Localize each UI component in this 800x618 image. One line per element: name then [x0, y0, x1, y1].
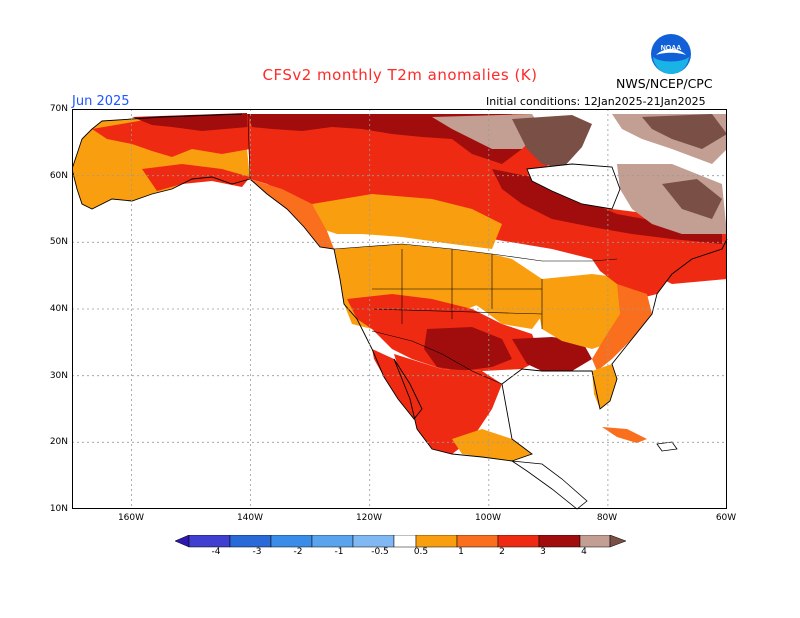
colorbar-segment [415, 535, 458, 548]
colorbar-label: -0.5 [371, 547, 389, 557]
usa-southeast-strong [512, 337, 592, 371]
colorbar-segment [352, 535, 395, 548]
initial-conditions: Initial conditions: 12Jan2025-21Jan2025 [486, 95, 706, 108]
noaa-logo: NOAA [651, 34, 691, 74]
colorbar-segment [270, 535, 313, 548]
agency-label: NWS/NCEP/CPC [616, 76, 713, 91]
colorbar-label: -3 [252, 547, 262, 557]
colorbar-segment [456, 535, 499, 548]
chart-title: CFSv2 monthly T2m anomalies (K) [262, 66, 538, 84]
logo-text: NOAA [661, 45, 682, 52]
colorbar-segment [538, 535, 581, 548]
colorbar-segment [229, 535, 272, 548]
logo-gull-band [653, 57, 689, 74]
lon-label-80w: 80W [596, 513, 618, 523]
colorbar-segment-neutral [393, 535, 417, 548]
colorbar-label: -1 [334, 547, 344, 557]
usa-atlantic-coast [592, 284, 652, 371]
baja-california [372, 349, 422, 419]
mexico-mainland [394, 354, 502, 454]
logo-gull [656, 49, 686, 55]
lon-label-140w: 140W [236, 513, 264, 523]
anomaly-map [72, 109, 728, 510]
usa-plains [452, 254, 547, 329]
colorbar-label: -4 [211, 547, 221, 557]
lon-label-60w: 60W [715, 513, 737, 523]
canada-plains [312, 194, 502, 249]
lat-label-50: 50N [49, 237, 68, 247]
colorbar-arrow-low [175, 535, 190, 548]
colorbar-label: 1 [458, 547, 464, 557]
canada-northwest [247, 114, 727, 284]
lat-label-30: 30N [49, 371, 68, 381]
colorbar-arrow-high [609, 535, 627, 548]
central-america [511, 460, 588, 510]
colorbar-label: 2 [499, 547, 505, 557]
lat-label-60: 60N [49, 171, 68, 181]
arctic-islands-highest [512, 115, 592, 169]
colorbar-label: 0.5 [413, 547, 429, 557]
colorbar-segment [497, 535, 540, 548]
mexico-south [452, 429, 532, 461]
labrador-highest [662, 179, 722, 219]
hudson-bay-water [527, 164, 620, 209]
lat-label-10: 10N [49, 504, 68, 514]
forecast-month: Jun 2025 [72, 94, 130, 109]
grid [72, 109, 727, 509]
colorbar-label: 4 [581, 547, 587, 557]
colorbar-segment [311, 535, 354, 548]
map-frame [72, 109, 727, 509]
cuba [602, 427, 647, 443]
alaska-south-warm [142, 164, 250, 191]
lat-label-20: 20N [49, 437, 68, 447]
colorbar-segment [579, 535, 611, 548]
lat-label-40: 40N [49, 304, 68, 314]
greenland-highest [642, 114, 727, 149]
lon-label-100w: 100W [474, 513, 502, 523]
usa-texas-strong [424, 327, 512, 371]
lon-label-120w: 120W [355, 513, 383, 523]
usa-northeast [592, 254, 672, 299]
colorbar-label: 3 [540, 547, 546, 557]
lat-label-70: 70N [49, 104, 68, 114]
colorbar-segment [188, 535, 231, 548]
lon-label-160w: 160W [117, 513, 145, 523]
colorbar-label: -2 [293, 547, 303, 557]
colorbar [175, 535, 627, 548]
